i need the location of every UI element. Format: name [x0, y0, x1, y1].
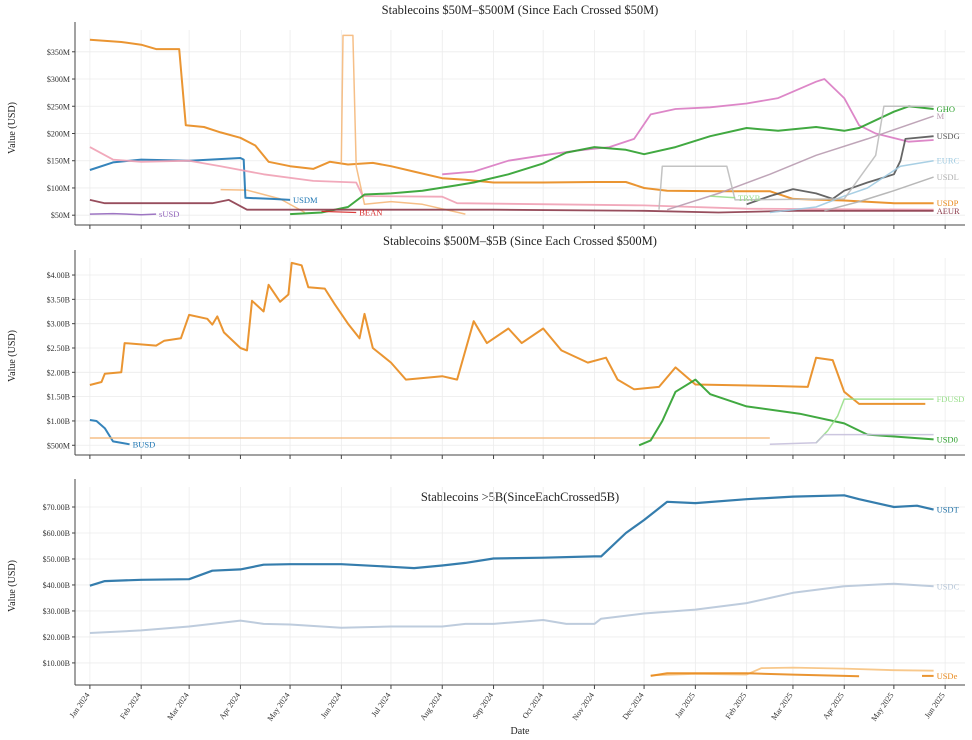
x-tick-label: Jun 2024	[319, 691, 343, 720]
y-tick-label: $40.00B	[43, 581, 70, 590]
series-line-aeur	[89, 199, 934, 214]
series-label: USDG	[937, 131, 960, 141]
y-tick-label: $150M	[47, 157, 70, 166]
series-label: BEAN	[359, 207, 382, 217]
series-line-eurc	[769, 159, 934, 214]
y-tick-label: $30.00B	[43, 607, 70, 616]
y-tick-label: $100M	[47, 184, 70, 193]
series-line	[769, 433, 934, 446]
series-line-bean	[321, 210, 357, 214]
y-tick-label: $50.00B	[43, 555, 70, 564]
panel-title: Stablecoins $500M–$5B (Since Each Crosse…	[383, 234, 657, 248]
series-label: USDP	[937, 198, 959, 208]
series-label: FDUSD	[937, 394, 965, 404]
series-label: AEUR	[937, 206, 960, 216]
y-tick-label: $2.50B	[47, 344, 70, 353]
x-tick-label: Sep 2024	[471, 691, 496, 721]
y-tick-label: $300M	[47, 75, 70, 84]
series-line	[220, 188, 306, 214]
panel-over-5b: Stablecoins >5B(SinceEachCrossed5B) Valu…	[7, 479, 965, 737]
series-line-usdt	[89, 494, 934, 587]
panel-title: Stablecoins $50M–$500M (Since Each Cross…	[382, 3, 659, 17]
series-line	[89, 146, 934, 211]
y-tick-label: $350M	[47, 48, 70, 57]
series-line-usdm	[89, 157, 291, 201]
y-tick-label: $60.00B	[43, 529, 70, 538]
x-tick-label: Jan 2024	[68, 691, 92, 720]
series-label: USDe	[937, 671, 958, 681]
x-tick-label: Jun 2025	[923, 691, 947, 720]
series-line-usdl	[824, 176, 934, 212]
series-label: USDL	[937, 172, 959, 182]
x-tick-label: Nov 2024	[570, 691, 596, 722]
x-tick-label: Mar 2025	[769, 691, 794, 722]
x-tick-label: Apr 2024	[217, 691, 242, 721]
y-axis-label: Value (USD)	[7, 330, 18, 382]
series-line-usdg	[746, 135, 934, 206]
series-line-busd	[89, 419, 130, 446]
x-axis-label: Date	[511, 726, 530, 737]
panel-500m-5b: Stablecoins $500M–$5B (Since Each Crosse…	[7, 234, 965, 459]
y-axis-label: Value (USD)	[7, 560, 18, 612]
panel-title: Stablecoins >5B(SinceEachCrossed5B)	[421, 490, 619, 504]
y-tick-label: $1.00B	[47, 417, 70, 426]
x-tick-label: Oct 2024	[520, 691, 544, 720]
x-tick-label: May 2025	[869, 691, 895, 723]
series-line	[658, 105, 934, 210]
x-tick-label: Dec 2024	[621, 691, 646, 721]
series-label: USDT	[937, 505, 960, 515]
y-tick-label: $250M	[47, 102, 70, 111]
y-tick-label: $3.00B	[47, 320, 70, 329]
series-label: USDC	[937, 581, 960, 591]
x-tick-label: Feb 2025	[724, 691, 749, 721]
x-tick-label: Apr 2025	[821, 691, 846, 721]
x-tick-label: Feb 2024	[118, 691, 143, 721]
series-label: sUSD	[159, 209, 179, 219]
x-tick-label: Aug 2024	[418, 691, 444, 722]
x-tick-label: Mar 2024	[165, 691, 190, 722]
x-tick-label: May 2024	[266, 691, 292, 723]
series-line	[442, 78, 934, 176]
y-tick-label: $500M	[47, 441, 70, 450]
y-tick-label: $4.00B	[47, 271, 70, 280]
y-tick-label: $10.00B	[43, 659, 70, 668]
series-line	[340, 34, 466, 215]
series-line	[650, 672, 860, 678]
series-line-gho	[290, 105, 934, 216]
y-tick-label: $70.00B	[43, 503, 70, 512]
series-line-usdp	[89, 38, 934, 205]
series-label: USD0	[937, 434, 958, 444]
y-tick-label: $1.50B	[47, 393, 70, 402]
series-line-usdc	[89, 582, 934, 634]
series-line	[89, 261, 926, 405]
y-tick-label: $20.00B	[43, 633, 70, 642]
y-axis-label: Value (USD)	[7, 102, 18, 154]
x-tick-label: Jul 2024	[370, 691, 393, 719]
series-label: M	[937, 111, 945, 121]
series-line-susd	[89, 212, 157, 216]
series-label: GHO	[937, 104, 955, 114]
series-label: EURC	[937, 156, 960, 166]
series-line-usd0	[638, 378, 934, 447]
y-tick-label: $200M	[47, 129, 70, 138]
series-line-tryb	[710, 195, 736, 199]
y-tick-label: $3.50B	[47, 295, 70, 304]
y-tick-label: $50M	[51, 211, 70, 220]
series-label: USDM	[293, 195, 318, 205]
x-tick-label: Jan 2025	[673, 691, 697, 720]
y-tick-label: $2.00B	[47, 368, 70, 377]
panel-50m-500m: Stablecoins $50M–$500M (Since Each Cross…	[7, 3, 965, 229]
series-label: TRYB	[738, 193, 761, 203]
series-label: BUSD	[133, 439, 156, 449]
